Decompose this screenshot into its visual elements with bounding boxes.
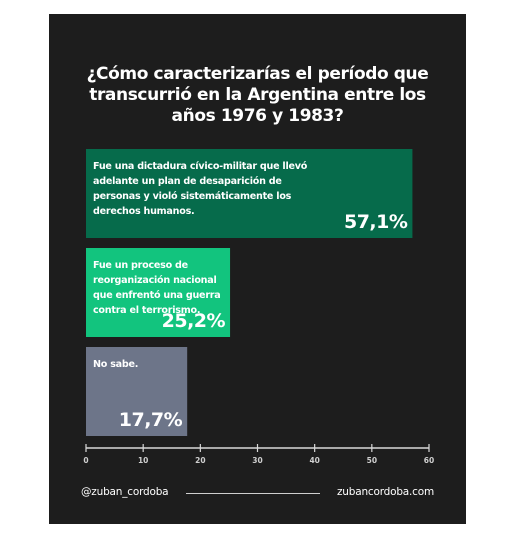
bar-2-category-line: que enfrentó una guerra <box>93 289 221 301</box>
footer-handle: @zuban_cordoba <box>81 486 169 498</box>
chart-title: ¿Cómo caracterizarías el período que tra… <box>86 64 429 126</box>
x-tick-label: 50 <box>367 456 377 465</box>
bar-2 <box>86 248 231 337</box>
bar-chart: Fue una dictadura cívico-militar que lle… <box>83 149 434 465</box>
bar-3-category-line: No sabe. <box>93 359 138 370</box>
x-tick-label: 10 <box>138 456 148 465</box>
bar-2-category-line: contra el terrorismo. <box>93 305 200 316</box>
bar-1-category-line: personas y violó sistemáticamente los <box>93 190 292 202</box>
x-tick-label: 0 <box>83 456 88 465</box>
bar-2-category-line: reorganización nacional <box>93 274 217 286</box>
bar-3-value-label: 17,7% <box>119 409 183 431</box>
bar-2-value-label: 25,2% <box>162 310 226 332</box>
bar-1 <box>86 149 413 238</box>
bar-1-category-line: Fue una dictadura cívico-militar que lle… <box>93 160 308 172</box>
x-tick-label: 30 <box>252 456 262 465</box>
x-tick-label: 60 <box>424 456 434 465</box>
bar-2-category-line: Fue un proceso de <box>93 260 189 271</box>
x-tick-label: 20 <box>195 456 205 465</box>
chart-card: ¿Cómo caracterizarías el período que tra… <box>49 14 466 524</box>
footer-divider <box>186 493 320 494</box>
bar-1-category-line: derechos humanos. <box>93 206 194 217</box>
bar-1-category-line: adelante un plan de desaparición de <box>93 175 282 187</box>
x-tick-label: 40 <box>309 456 319 465</box>
footer-website: zubancordoba.com <box>336 486 434 498</box>
bar-1-value-label: 57,1% <box>344 211 408 233</box>
bar-3 <box>86 347 188 436</box>
